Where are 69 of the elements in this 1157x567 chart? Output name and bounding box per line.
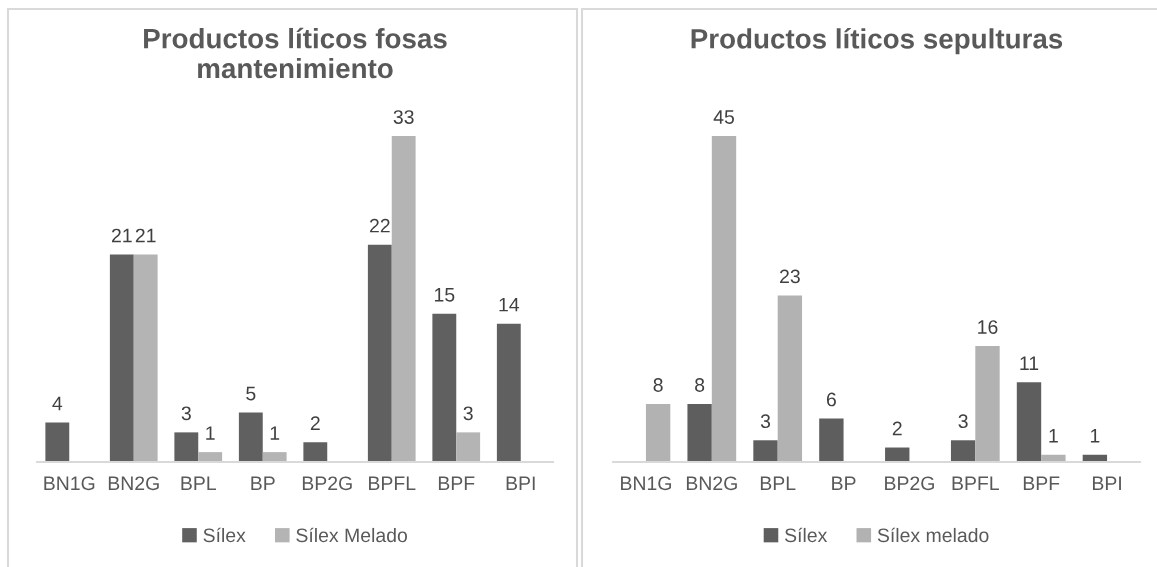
x-tick-label: BP xyxy=(251,476,275,490)
data-label: 3 xyxy=(760,414,771,429)
data-label: 22 xyxy=(369,218,390,233)
bar xyxy=(238,412,263,462)
data-label: 1 xyxy=(206,426,215,440)
x-tick-label: BPF xyxy=(1023,476,1060,490)
bar xyxy=(777,295,803,462)
bar xyxy=(45,422,70,462)
x-tick-label: BN1G xyxy=(621,476,671,491)
data-label: 21 xyxy=(111,228,132,243)
x-tick-label: BPL xyxy=(760,476,796,490)
bar xyxy=(819,418,844,462)
bar xyxy=(456,432,481,462)
data-label: 2 xyxy=(892,421,902,436)
data-label: 33 xyxy=(393,110,414,124)
bar xyxy=(1016,382,1042,462)
bar xyxy=(367,244,392,462)
data-label: 45 xyxy=(713,110,734,124)
data-label: 6 xyxy=(826,392,836,407)
chart-title: Productos líticos sepulturas xyxy=(691,28,1063,55)
chart-title: Productos líticos fosas mantenimiento xyxy=(144,27,447,79)
legend-label: Sílex xyxy=(784,527,828,543)
bar xyxy=(262,452,287,462)
bar xyxy=(975,346,1000,462)
data-label: 5 xyxy=(246,386,256,401)
bar xyxy=(303,442,328,462)
bar xyxy=(687,404,712,462)
data-label: 15 xyxy=(434,288,455,302)
bar xyxy=(496,323,521,462)
data-label: 21 xyxy=(135,228,156,243)
x-tick-label: BN2G xyxy=(686,476,737,491)
bar xyxy=(198,452,223,462)
data-label: 8 xyxy=(653,378,663,392)
data-label: 3 xyxy=(181,406,191,421)
legend-label: Sílex melado xyxy=(877,527,989,543)
data-label: 16 xyxy=(978,320,998,334)
bar xyxy=(174,432,199,462)
bar xyxy=(645,404,671,462)
x-tick-label: BPI xyxy=(1092,476,1121,490)
data-label: 23 xyxy=(780,269,800,284)
data-label: 14 xyxy=(499,297,520,312)
data-label: 11 xyxy=(1020,356,1039,370)
bar xyxy=(133,254,158,462)
x-tick-label: BPF xyxy=(438,476,475,490)
x-tick-label: BN2G xyxy=(108,476,159,491)
x-tick-label: BP2G xyxy=(885,476,934,491)
x-tick-label: BPI xyxy=(506,476,535,490)
bar xyxy=(950,440,976,462)
data-label: 3 xyxy=(958,414,968,429)
x-tick-label: BPFL xyxy=(952,476,999,490)
data-label: 2 xyxy=(310,416,320,430)
bar xyxy=(753,440,778,462)
bar xyxy=(109,254,134,462)
data-label: 3 xyxy=(463,406,473,421)
data-label: 8 xyxy=(695,378,705,392)
bar xyxy=(711,136,737,462)
data-label: 1 xyxy=(1049,429,1058,443)
data-label: 1 xyxy=(270,426,280,440)
legend-label: Sílex xyxy=(203,527,246,543)
x-tick-label: BPL xyxy=(181,476,216,490)
x-tick-label: BN1G xyxy=(44,476,95,491)
bar xyxy=(432,313,457,462)
x-tick-label: BP xyxy=(832,476,856,490)
data-label: 1 xyxy=(1090,429,1100,443)
legend-label: Sílex Melado xyxy=(296,527,407,543)
bar xyxy=(391,136,416,462)
x-tick-label: BP2G xyxy=(302,476,352,491)
x-tick-label: BPFL xyxy=(369,476,416,490)
data-label: 4 xyxy=(52,396,63,411)
